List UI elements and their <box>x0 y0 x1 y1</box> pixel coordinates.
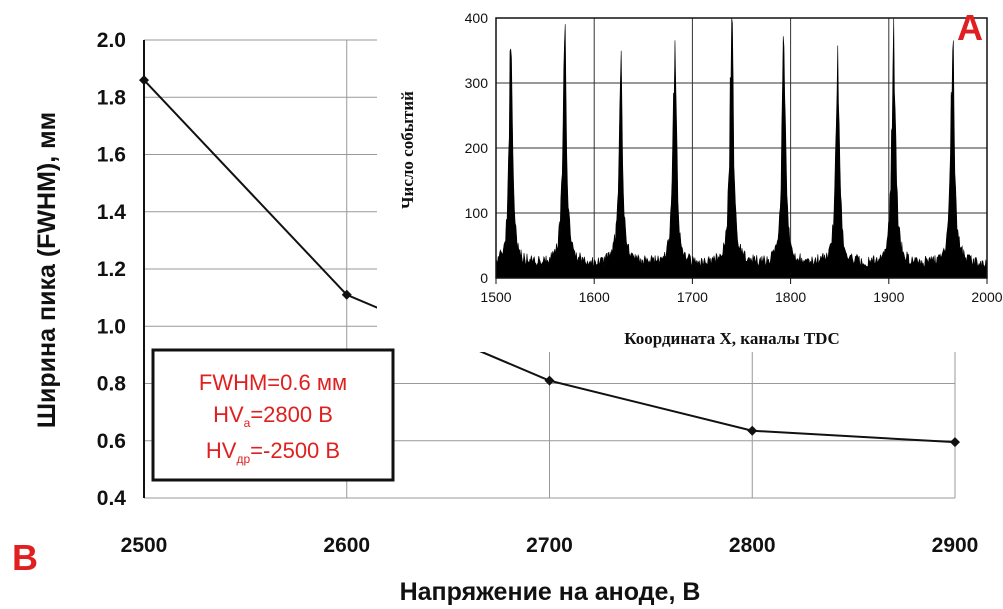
inset-y-tick-label: 200 <box>465 140 489 156</box>
annotation-anode-voltage: HVa=2800 В <box>213 402 333 430</box>
main-y-tick-label: 1.8 <box>97 86 127 109</box>
inset-y-tick-label: 100 <box>465 205 489 221</box>
main-tick-labels: 0.4 0.6 0.8 1.0 1.2 1.4 1.6 1.8 2.0 2500 2600 2700 2… <box>97 29 979 557</box>
inset-y-axis-title: Число событий <box>398 91 417 209</box>
inset-axes <box>495 17 988 284</box>
inset-y-tick-label: 0 <box>480 270 488 286</box>
inset-x-tick-label: 1700 <box>677 289 708 305</box>
annotation-hv-dr-value: =-2500 В <box>250 438 340 463</box>
inset-x-tick-label: 1500 <box>480 289 511 305</box>
main-data-point <box>341 289 352 300</box>
inset-x-tick-label: 2000 <box>971 289 1002 305</box>
main-y-tick-label: 0.6 <box>97 430 126 453</box>
annotation-hv-dr-subscript: др <box>236 452 250 466</box>
main-y-tick-label: 2.0 <box>97 29 126 52</box>
main-data-point <box>747 425 758 436</box>
main-y-tick-label: 1.6 <box>97 144 126 167</box>
main-x-axis-title: Напряжение на аноде, В <box>400 578 701 606</box>
annotation-hv-a: HV <box>213 402 244 427</box>
inset-background <box>377 0 1003 352</box>
main-y-axis-title: Ширина пика (FWHM), мм <box>33 112 61 428</box>
inset-x-tick-label: 1600 <box>579 289 610 305</box>
main-x-tick-label: 2700 <box>526 534 573 557</box>
panel-label-inset: A <box>957 7 983 48</box>
main-y-tick-label: 1.0 <box>97 315 126 338</box>
annotation-drift-voltage: HVдр=-2500 В <box>206 438 340 466</box>
inset-histogram-bars <box>495 17 988 279</box>
main-y-tick-label: 1.4 <box>97 201 127 224</box>
annotation-hv-dr: HV <box>206 438 237 463</box>
inset-y-tick-label: 400 <box>465 10 489 26</box>
inset-tick-labels: 0 100 200 300 400 1500 1600 1700 1800 1900 2000 <box>465 10 1003 305</box>
inset-y-tick-label: 300 <box>465 75 489 91</box>
inset-frame <box>495 17 988 279</box>
inset-x-tick-label: 1800 <box>775 289 806 305</box>
annotation-box <box>151 348 395 482</box>
inset-x-tick-label: 1900 <box>873 289 904 305</box>
inset-histogram <box>495 17 988 279</box>
main-x-tick-label: 2900 <box>932 534 979 557</box>
main-data-point <box>950 437 960 448</box>
main-series <box>139 75 960 448</box>
panel-label-main: B <box>12 537 38 578</box>
main-x-tick-label: 2600 <box>323 534 370 557</box>
annotation-hv-a-subscript: a <box>244 416 251 430</box>
annotation-hv-a-value: =2800 В <box>250 402 333 427</box>
main-data-point <box>544 375 555 386</box>
main-x-tick-label: 2800 <box>729 534 776 557</box>
inset-x-axis-title: Координата X, каналы TDC <box>624 329 839 348</box>
main-x-tick-label: 2500 <box>121 534 168 557</box>
main-data-point <box>139 75 149 86</box>
main-y-tick-label: 0.8 <box>97 373 127 396</box>
main-y-tick-label: 0.4 <box>97 487 127 510</box>
main-y-tick-label: 1.2 <box>97 258 126 281</box>
annotation-fwhm: FWHM=0.6 мм <box>199 370 347 395</box>
